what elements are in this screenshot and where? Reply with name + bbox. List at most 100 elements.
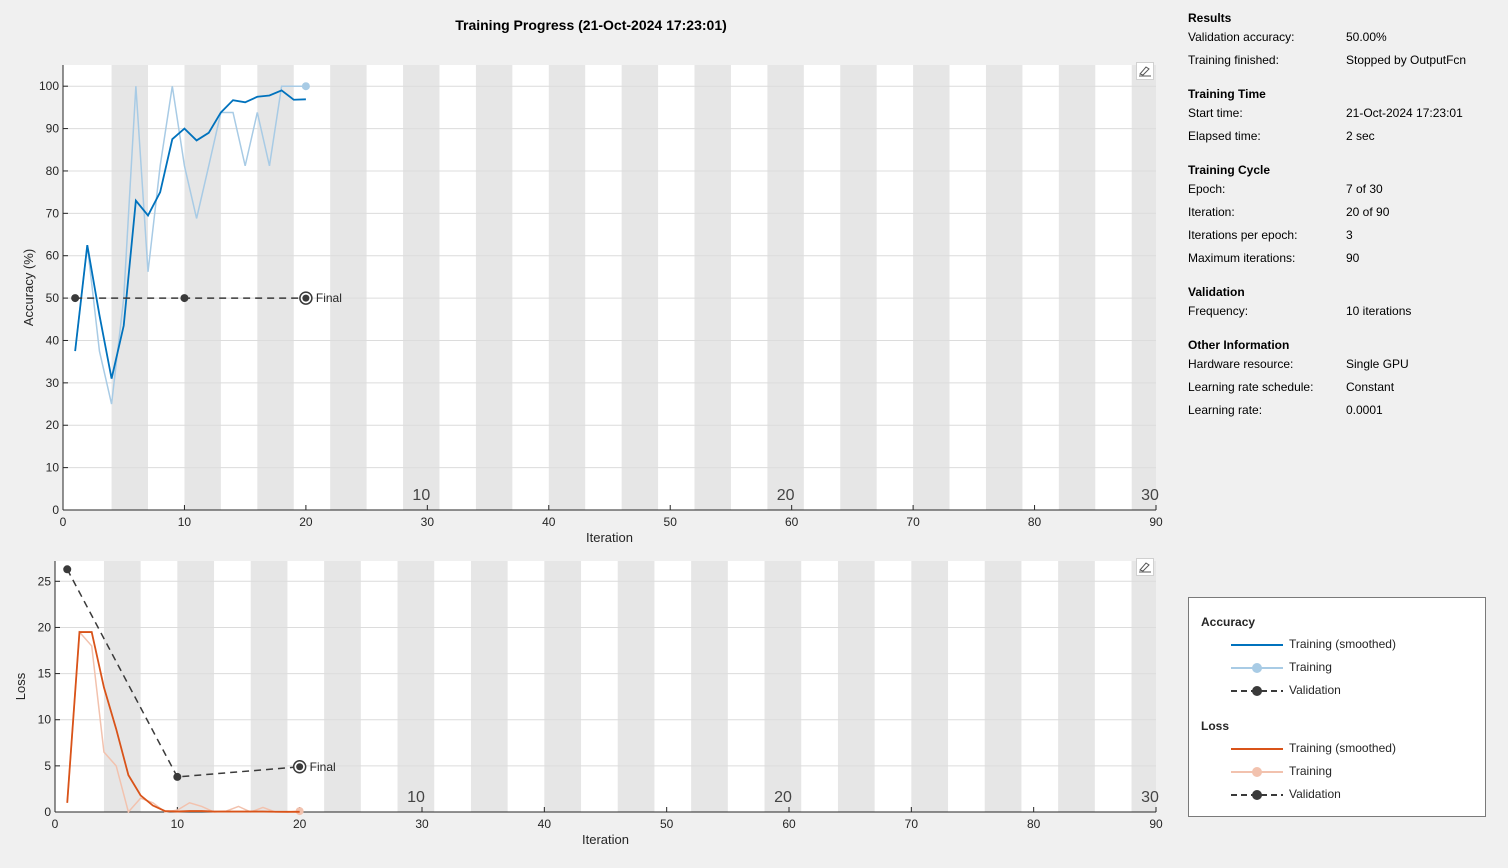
legend-label: Training bbox=[1289, 660, 1332, 674]
export-icon[interactable] bbox=[1136, 62, 1154, 80]
info-row: Validation accuracy: 50.00% bbox=[1188, 26, 1498, 49]
info-value: Single GPU bbox=[1346, 357, 1409, 371]
legend-loss-title: Loss bbox=[1201, 719, 1230, 733]
plot-area bbox=[55, 561, 1156, 812]
legend-acc-train: Training bbox=[1231, 659, 1481, 677]
legend-acc-train-smoothed: Training (smoothed) bbox=[1231, 636, 1481, 654]
epoch-band bbox=[184, 65, 221, 510]
info-row: Hardware resource: Single GPU bbox=[1188, 353, 1498, 376]
export-icon[interactable] bbox=[1136, 558, 1154, 576]
x-tick-label: 30 bbox=[415, 817, 429, 831]
epoch-label: 30 bbox=[1141, 487, 1159, 504]
info-value: 50.00% bbox=[1346, 30, 1387, 44]
epoch-band bbox=[544, 561, 582, 812]
info-value: 7 of 30 bbox=[1346, 182, 1383, 196]
x-tick-label: 70 bbox=[906, 515, 920, 529]
epoch-band bbox=[621, 65, 659, 510]
epoch-band bbox=[694, 65, 731, 510]
epoch-label: 10 bbox=[407, 789, 425, 806]
epoch-band bbox=[913, 65, 950, 510]
legend: Accuracy Training (smoothed) Training Va… bbox=[1188, 597, 1486, 817]
info-value: 10 iterations bbox=[1346, 304, 1412, 318]
info-value: Constant bbox=[1346, 380, 1395, 394]
section-title: Training Time bbox=[1188, 87, 1266, 101]
x-axis-label: Iteration bbox=[582, 832, 629, 847]
x-tick-label: 70 bbox=[905, 817, 919, 831]
y-tick-label: 70 bbox=[46, 206, 60, 220]
info-value: 3 bbox=[1346, 228, 1353, 242]
epoch-band bbox=[548, 65, 586, 510]
data-point-validation bbox=[173, 772, 182, 781]
data-point-validation bbox=[63, 565, 72, 574]
legend-dashed-marker-icon bbox=[1231, 790, 1283, 800]
legend-line-icon bbox=[1231, 644, 1283, 646]
x-tick-label: 80 bbox=[1027, 817, 1041, 831]
info-key: Hardware resource: bbox=[1188, 357, 1294, 371]
x-tick-label: 0 bbox=[52, 817, 59, 831]
legend-line-marker-icon bbox=[1231, 767, 1283, 777]
final-label: Final bbox=[316, 291, 342, 305]
info-panel: Results Validation accuracy: 50.00% Train… bbox=[1188, 10, 1498, 422]
x-tick-label: 80 bbox=[1028, 515, 1042, 529]
y-tick-label: 20 bbox=[38, 620, 52, 634]
series-line-training bbox=[66, 630, 300, 814]
x-tick-label: 90 bbox=[1149, 817, 1163, 831]
epoch-label: 20 bbox=[774, 789, 792, 806]
y-tick-label: 90 bbox=[46, 122, 60, 136]
epoch-band bbox=[470, 561, 508, 812]
series-line-training-smoothed bbox=[74, 89, 306, 379]
y-tick-label: 0 bbox=[52, 503, 59, 517]
epoch-band bbox=[250, 561, 288, 812]
loss-plot[interactable]: 10 20 30 0 10 20 30 40 50 60 70 80 90 0 5 10 15 20 25 Itera… bbox=[0, 548, 1182, 858]
legend-label: Validation bbox=[1289, 683, 1341, 697]
data-point-validation bbox=[71, 294, 80, 303]
info-row: Iteration: 20 of 90 bbox=[1188, 201, 1498, 224]
info-value: Stopped by OutputFcn bbox=[1346, 53, 1467, 67]
y-tick-label: 15 bbox=[38, 667, 52, 681]
y-tick-label: 40 bbox=[46, 333, 60, 347]
info-key: Validation accuracy: bbox=[1188, 30, 1295, 44]
accuracy-plot[interactable]: 10 20 30 0 10 20 30 40 50 60 70 80 90 0 10 20 30 40 50 60 70… bbox=[0, 40, 1182, 548]
x-tick-label: 60 bbox=[782, 817, 796, 831]
legend-label: Validation bbox=[1289, 787, 1341, 801]
y-tick-label: 10 bbox=[38, 713, 52, 727]
x-tick-label: 30 bbox=[421, 515, 435, 529]
epoch-band bbox=[837, 561, 875, 812]
epoch-band bbox=[1058, 561, 1095, 812]
epoch-band bbox=[257, 65, 294, 510]
x-tick-label: 90 bbox=[1149, 515, 1163, 529]
section-title: Validation bbox=[1188, 285, 1245, 299]
info-value: 0.0001 bbox=[1346, 403, 1383, 417]
epoch-band bbox=[767, 65, 804, 510]
epoch-band bbox=[985, 65, 1023, 510]
y-axis-label: Loss bbox=[13, 672, 28, 700]
y-tick-label: 20 bbox=[46, 418, 60, 432]
legend-label: Training (smoothed) bbox=[1289, 741, 1396, 755]
data-point-validation-final bbox=[302, 294, 310, 302]
info-key: Start time: bbox=[1188, 106, 1243, 120]
info-value: 2 sec bbox=[1346, 129, 1375, 143]
y-tick-label: 100 bbox=[39, 79, 59, 93]
info-row: Start time: 21-Oct-2024 17:23:01 bbox=[1188, 102, 1498, 125]
epoch-band bbox=[840, 65, 877, 510]
legend-line-icon bbox=[1231, 748, 1283, 750]
y-tick-label: 10 bbox=[46, 461, 60, 475]
epoch-band bbox=[403, 65, 440, 510]
epoch-band bbox=[111, 65, 149, 510]
info-row: Training finished: Stopped by OutputFcn bbox=[1188, 49, 1498, 72]
info-key: Epoch: bbox=[1188, 182, 1226, 196]
legend-accuracy-title: Accuracy bbox=[1201, 615, 1256, 629]
info-key: Elapsed time: bbox=[1188, 129, 1261, 143]
y-tick-label: 80 bbox=[46, 164, 60, 178]
x-tick-label: 40 bbox=[542, 515, 556, 529]
info-key: Iteration: bbox=[1188, 205, 1235, 219]
x-tick-label: 20 bbox=[293, 817, 307, 831]
y-tick-label: 5 bbox=[44, 759, 51, 773]
y-tick-label: 50 bbox=[46, 291, 60, 305]
y-tick-label: 25 bbox=[38, 574, 52, 588]
epoch-band bbox=[103, 561, 141, 812]
epoch-band bbox=[1131, 561, 1156, 812]
series-line-training-smoothed bbox=[66, 631, 300, 813]
y-tick-label: 60 bbox=[46, 249, 60, 263]
y-axis-label: Accuracy (%) bbox=[21, 249, 36, 326]
